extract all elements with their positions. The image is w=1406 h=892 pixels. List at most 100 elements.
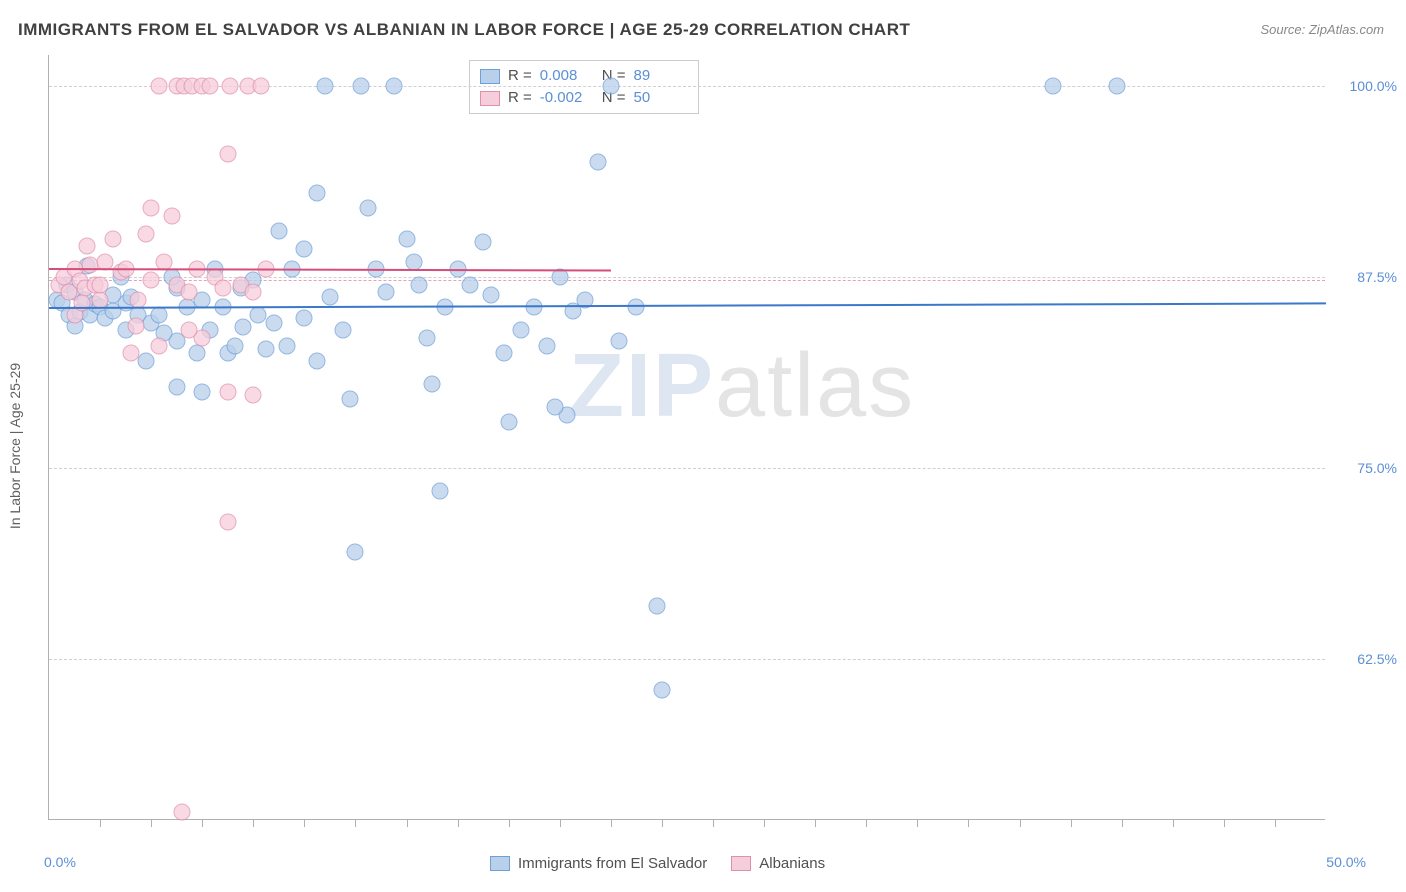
data-point — [296, 241, 313, 258]
data-point — [104, 230, 121, 247]
correlation-legend: R =0.008N =89R =-0.002N =50 — [469, 60, 699, 114]
data-point — [546, 398, 563, 415]
data-point — [602, 77, 619, 94]
data-point — [482, 287, 499, 304]
x-minor-tick — [917, 819, 918, 827]
data-point — [628, 299, 645, 316]
legend-n-value: 89 — [634, 65, 688, 87]
x-minor-tick — [355, 819, 356, 827]
data-point — [360, 200, 377, 217]
x-minor-tick — [1020, 819, 1021, 827]
x-minor-tick — [662, 819, 663, 827]
legend-swatch — [480, 69, 500, 84]
gridline — [49, 468, 1325, 469]
data-point — [143, 200, 160, 217]
x-minor-tick — [611, 819, 612, 827]
x-minor-tick — [560, 819, 561, 827]
data-point — [163, 207, 180, 224]
data-point — [181, 322, 198, 339]
data-point — [150, 337, 167, 354]
data-point — [342, 391, 359, 408]
data-point — [235, 319, 252, 336]
data-point — [653, 681, 670, 698]
data-point — [334, 322, 351, 339]
data-point — [296, 310, 313, 327]
legend-swatch — [731, 856, 751, 871]
data-point — [500, 414, 517, 431]
data-point — [309, 184, 326, 201]
data-point — [252, 77, 269, 94]
data-point — [411, 276, 428, 293]
data-point — [219, 383, 236, 400]
data-point — [92, 276, 109, 293]
x-minor-tick — [304, 819, 305, 827]
legend-r-value: -0.002 — [540, 87, 594, 109]
data-point — [278, 337, 295, 354]
data-point — [219, 146, 236, 163]
watermark: ZIPatlas — [569, 335, 915, 438]
gridline — [49, 659, 1325, 660]
data-point — [227, 337, 244, 354]
legend-series-name: Immigrants from El Salvador — [518, 855, 707, 872]
y-axis-label: In Labor Force | Age 25-29 — [7, 363, 23, 529]
data-point — [168, 379, 185, 396]
data-point — [475, 233, 492, 250]
legend-n-value: 50 — [634, 87, 688, 109]
legend-item: Immigrants from El Salvador — [490, 855, 707, 872]
data-point — [201, 77, 218, 94]
data-point — [418, 330, 435, 347]
data-point — [143, 271, 160, 288]
data-point — [245, 284, 262, 301]
data-point — [352, 77, 369, 94]
data-point — [219, 513, 236, 530]
source-label: Source: ZipAtlas.com — [1260, 22, 1384, 37]
data-point — [385, 77, 402, 94]
correlation-chart: IMMIGRANTS FROM EL SALVADOR VS ALBANIAN … — [0, 0, 1406, 892]
data-point — [1044, 77, 1061, 94]
data-point — [173, 804, 190, 821]
data-point — [648, 597, 665, 614]
data-point — [590, 154, 607, 171]
data-point — [181, 284, 198, 301]
data-point — [194, 383, 211, 400]
data-point — [92, 291, 109, 308]
x-minor-tick — [968, 819, 969, 827]
legend-swatch — [490, 856, 510, 871]
x-minor-tick — [407, 819, 408, 827]
legend-item: Albanians — [731, 855, 825, 872]
x-minor-tick — [1122, 819, 1123, 827]
data-point — [79, 238, 96, 255]
data-point — [316, 77, 333, 94]
trend-line — [49, 303, 1326, 310]
y-tick-label: 87.5% — [1337, 269, 1397, 285]
data-point — [265, 314, 282, 331]
x-minor-tick — [253, 819, 254, 827]
data-point — [462, 276, 479, 293]
data-point — [431, 483, 448, 500]
x-minor-tick — [458, 819, 459, 827]
data-point — [539, 337, 556, 354]
data-point — [258, 340, 275, 357]
data-point — [406, 253, 423, 270]
x-minor-tick — [866, 819, 867, 827]
data-point — [122, 345, 139, 362]
legend-row: R =-0.002N =50 — [480, 87, 688, 109]
x-minor-tick — [1071, 819, 1072, 827]
plot-area: ZIPatlas R =0.008N =89R =-0.002N =50 62.… — [48, 55, 1325, 820]
x-minor-tick — [713, 819, 714, 827]
x-minor-tick — [151, 819, 152, 827]
data-point — [81, 256, 98, 273]
watermark-part1: ZIP — [569, 336, 715, 436]
legend-r-label: R = — [508, 65, 532, 87]
data-point — [214, 279, 231, 296]
x-minor-tick — [1275, 819, 1276, 827]
legend-row: R =0.008N =89 — [480, 65, 688, 87]
data-point — [138, 226, 155, 243]
data-point — [513, 322, 530, 339]
y-tick-label: 75.0% — [1337, 460, 1397, 476]
data-point — [321, 288, 338, 305]
x-tick-max: 50.0% — [1326, 854, 1366, 870]
data-point — [150, 307, 167, 324]
x-minor-tick — [509, 819, 510, 827]
data-point — [495, 345, 512, 362]
